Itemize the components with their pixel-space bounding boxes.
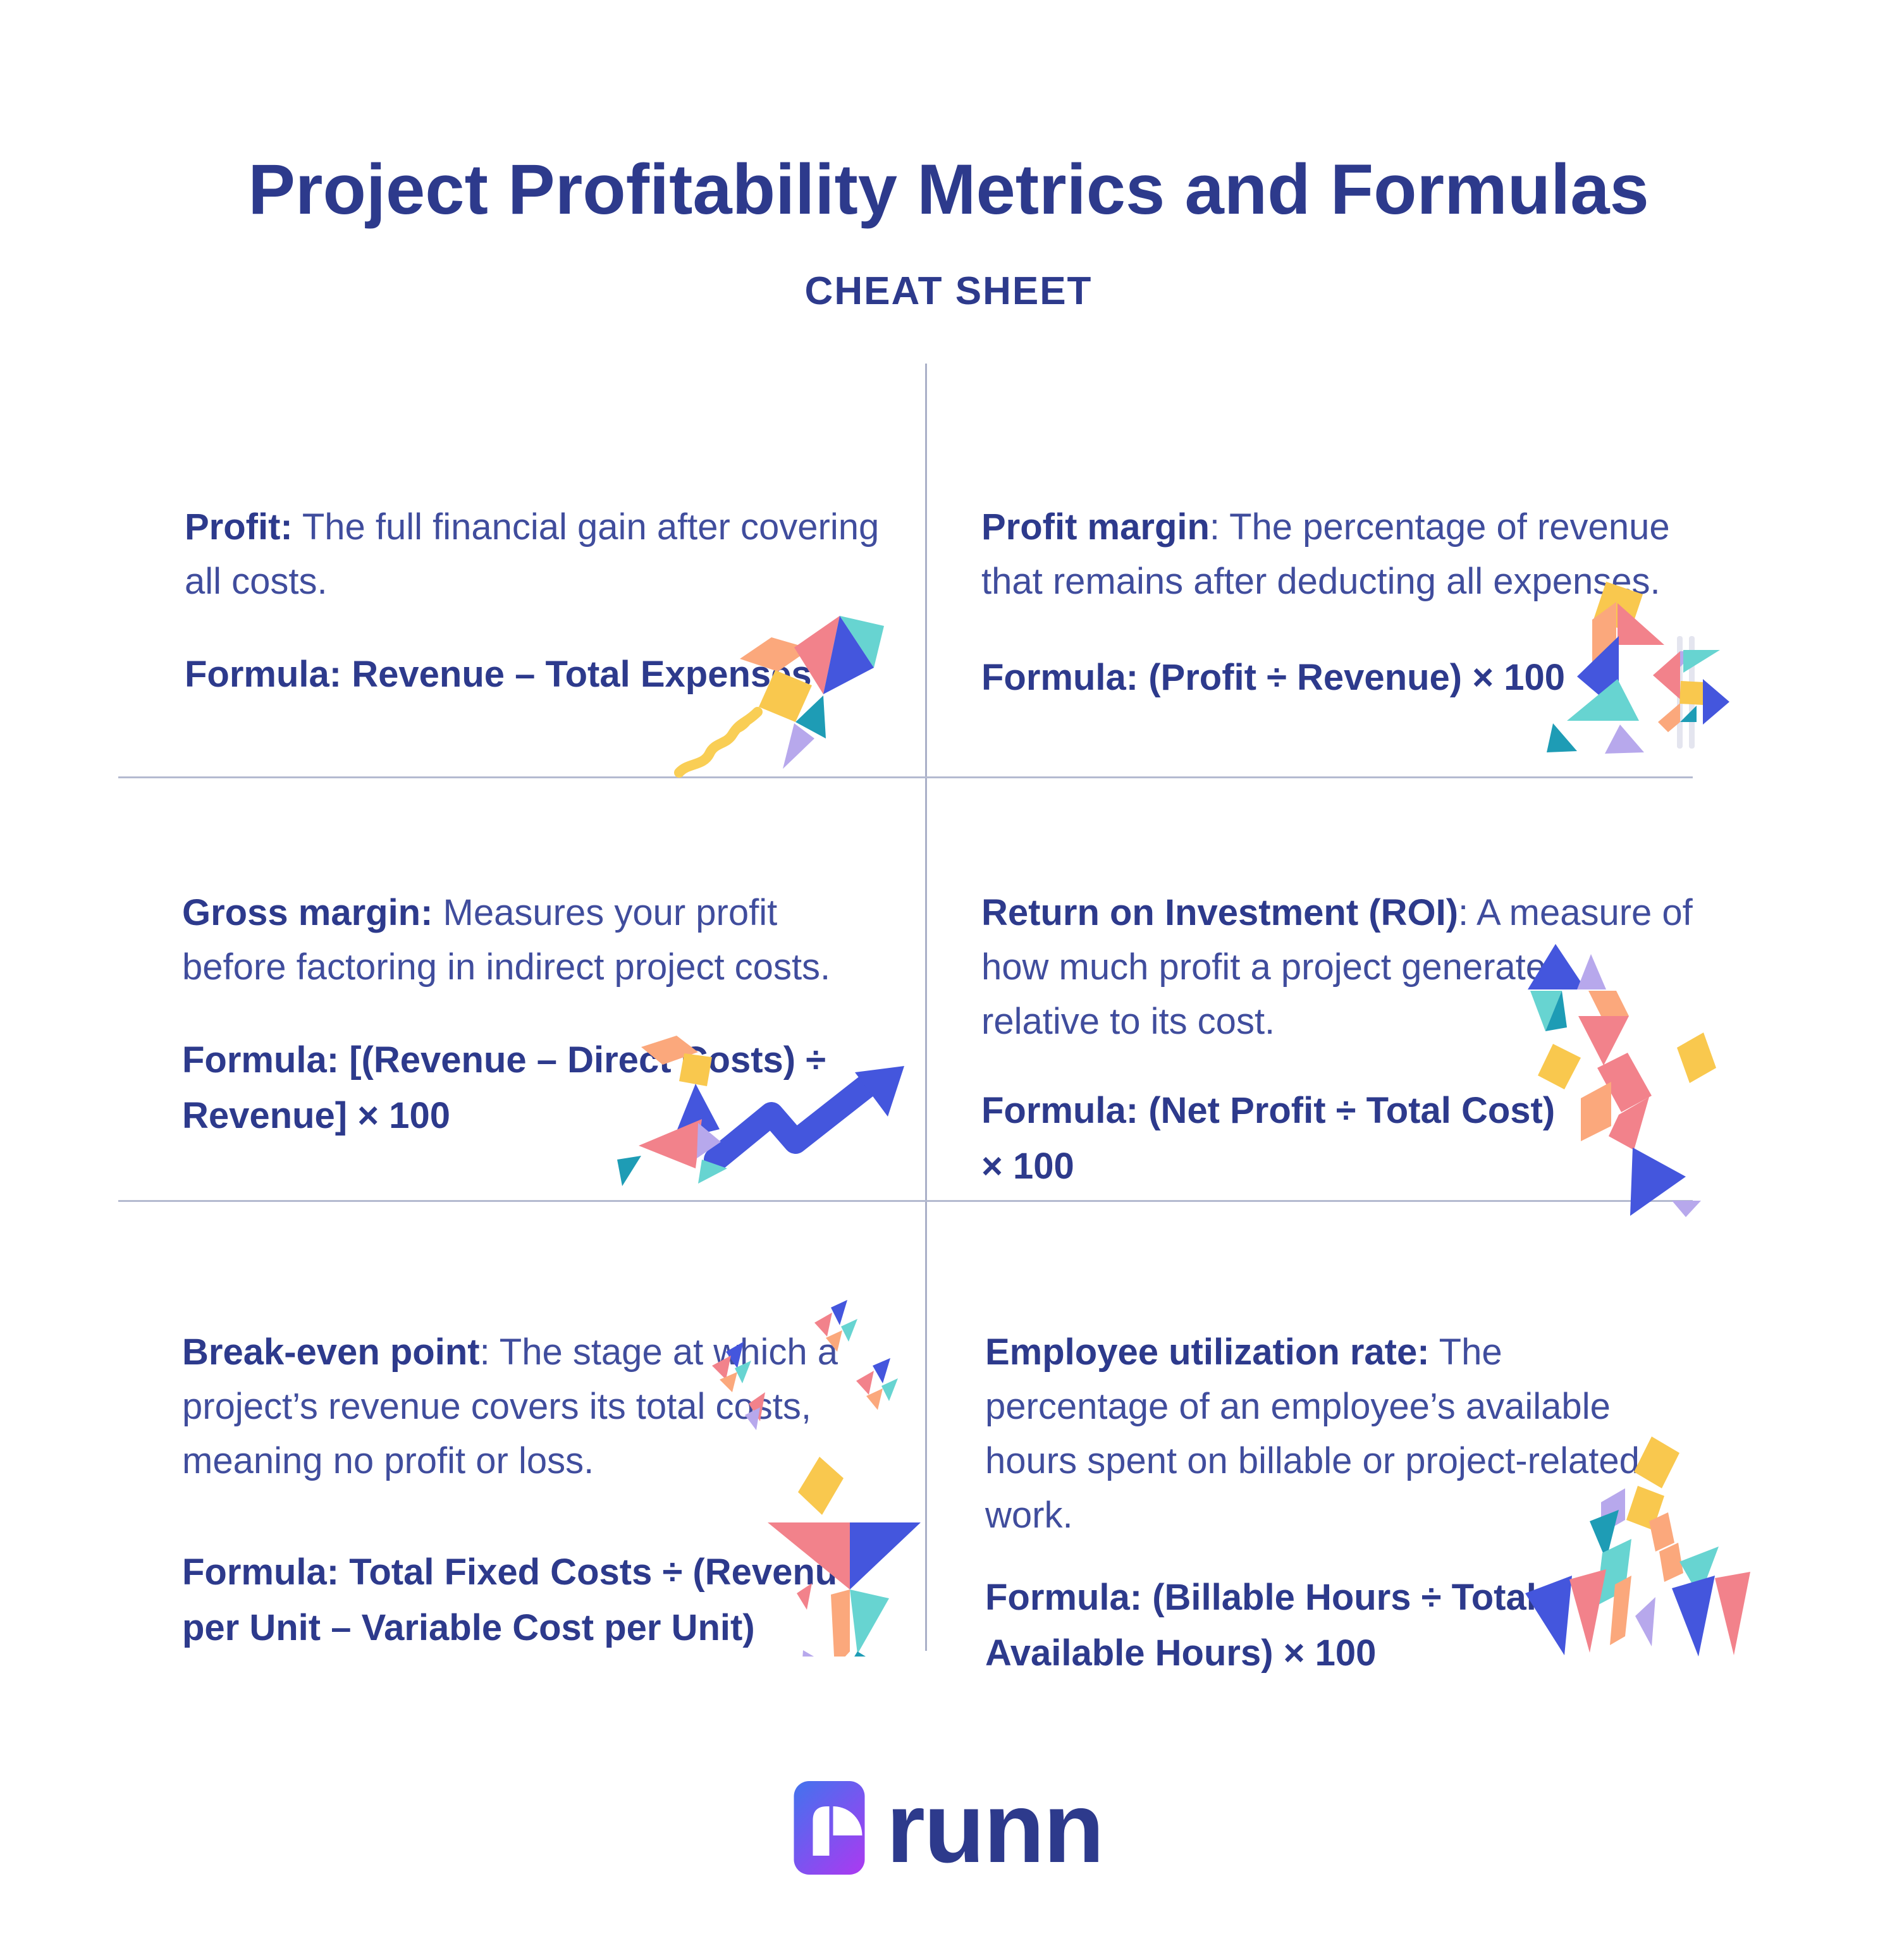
roi-definition: Return on Investment (ROI): A measure of…	[981, 886, 1765, 1049]
gross-margin-definition: Gross margin: Measures your profit before…	[182, 886, 922, 995]
figure-with-butterflies-illustration	[712, 1300, 921, 1657]
roi-formula: Formula: (Net Profit ÷ Total Cost) × 100	[981, 1090, 1556, 1187]
vertical-divider	[925, 364, 927, 1651]
utilization-term: Employee utilization rate:	[985, 1332, 1430, 1373]
walking-people-illustration	[1525, 1436, 1750, 1657]
roi-climber-illustration	[1528, 944, 1716, 1217]
gross-margin-formula: Formula: [(Revenue – Direct Costs) ÷ Reve…	[182, 1039, 826, 1136]
profit-definition: Profit: The full financial gain after co…	[185, 500, 924, 609]
gross-margin-term: Gross margin:	[182, 892, 433, 933]
break-even-definition-text: : The stage at which a project’s revenue …	[182, 1332, 838, 1481]
profit-margin-term: Profit margin	[981, 506, 1210, 548]
profit-term: Profit:	[185, 506, 293, 548]
horizontal-divider-2	[118, 1200, 1693, 1202]
break-even-term: Break-even point	[182, 1332, 480, 1373]
runn-logo-icon	[794, 1781, 865, 1875]
rocket-kite-illustration	[674, 616, 884, 778]
break-even-formula: Formula: Total Fixed Costs ÷ (Revenue per…	[182, 1552, 858, 1648]
profit-margin-definition-text: : The percentage of revenue that remains …	[981, 506, 1670, 602]
runner-with-dollar-illustration	[1547, 582, 1729, 754]
break-even-definition: Break-even point: The stage at which a pr…	[182, 1325, 928, 1488]
profit-formula: Formula: Revenue – Total Expenses	[185, 654, 812, 695]
utilization-definition-text: The percentage of an employee’s available…	[985, 1332, 1640, 1536]
profit-margin-formula: Formula: (Profit ÷ Revenue) × 100	[981, 657, 1565, 698]
brand-logo: runn	[794, 1772, 1105, 1883]
page-title: Project Profitability Metrics and Formul…	[248, 150, 1649, 229]
brand-name: runn	[886, 1772, 1104, 1883]
runn-r-glyph	[813, 1806, 863, 1856]
horizontal-divider-1	[118, 776, 1693, 778]
person-growth-arrow-illustration	[617, 1036, 904, 1186]
profit-margin-definition: Profit margin: The percentage of revenue…	[981, 500, 1759, 609]
utilization-formula: Formula: (Billable Hours ÷ Total Availabl…	[985, 1577, 1537, 1674]
gross-margin-definition-text: Measures your profit before factoring in …	[182, 892, 831, 988]
page-subtitle: CHEAT SHEET	[804, 269, 1093, 313]
roi-definition-text: : A measure of how much profit a project …	[981, 892, 1693, 1042]
roi-term: Return on Investment (ROI)	[981, 892, 1459, 933]
utilization-definition: Employee utilization rate: The percentage…	[985, 1325, 1769, 1543]
profit-definition-text: The full financial gain after covering al…	[185, 506, 880, 602]
